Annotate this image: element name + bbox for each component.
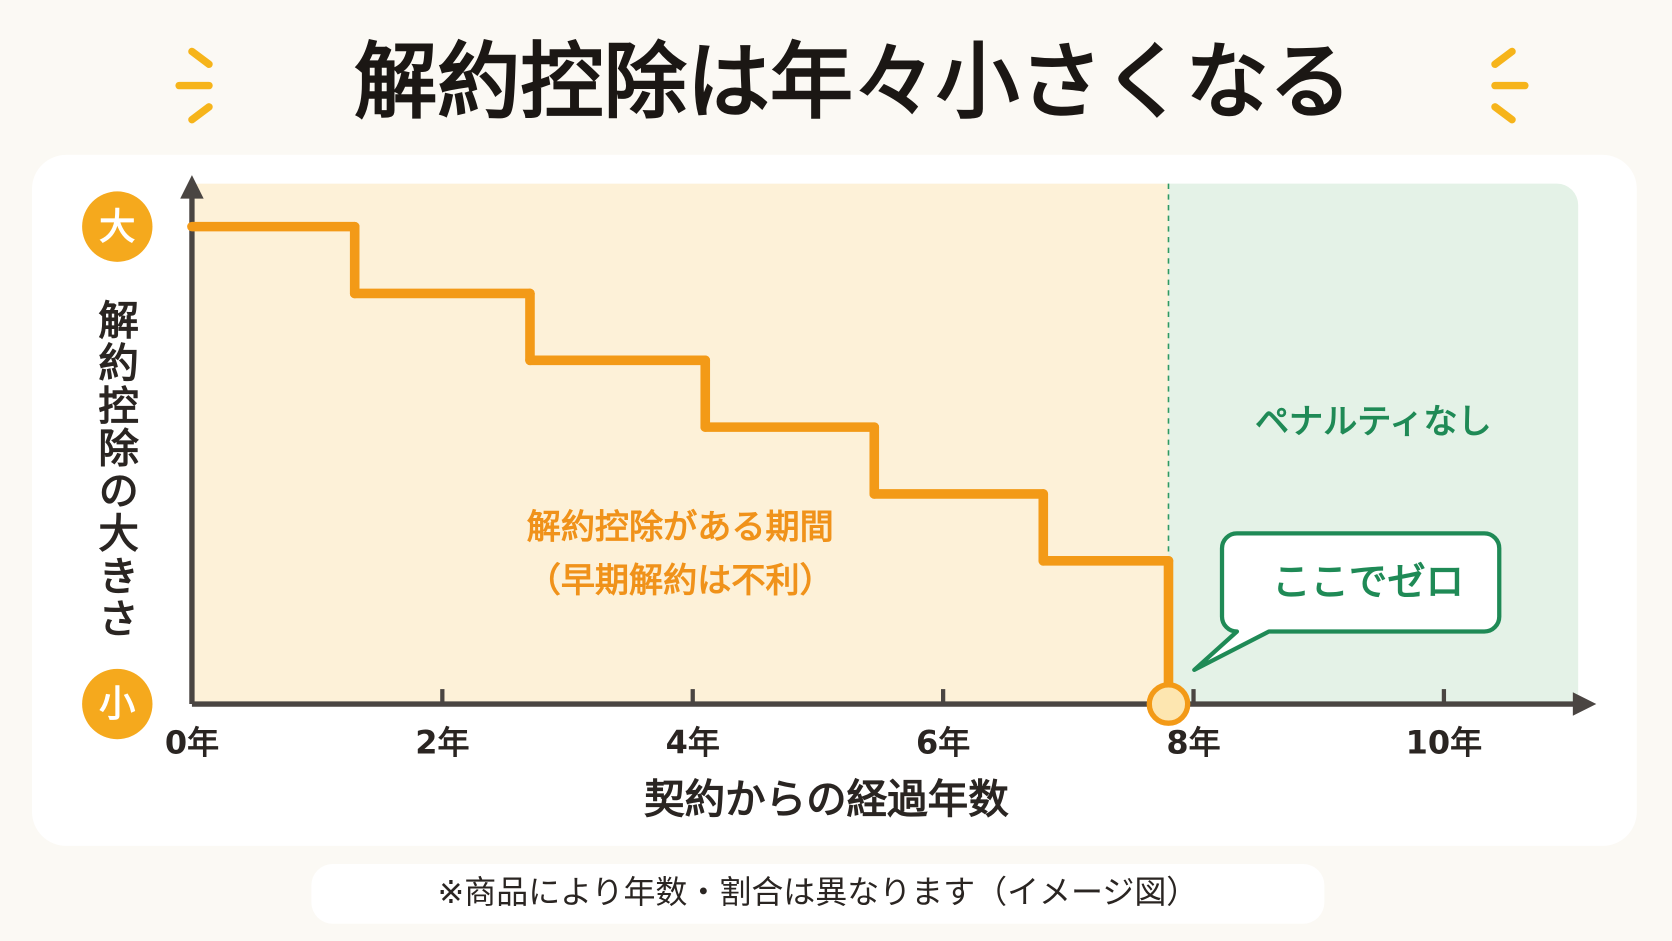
y-axis-label: 解約控除の大きさ xyxy=(91,298,139,640)
zero-callout-label: ここでゼロ xyxy=(1272,560,1464,605)
x-tick-label: 6年 xyxy=(916,724,970,762)
zero-point xyxy=(1146,682,1191,726)
period-note: （早期解約は不利） xyxy=(527,561,834,601)
y-axis-arrow xyxy=(180,175,204,199)
y-tick-badge xyxy=(82,668,153,740)
penalty-region xyxy=(191,183,1169,705)
footnote: ※商品により年数・割合は異なります（イメージ図） xyxy=(437,873,1198,911)
y-tick-badge xyxy=(82,191,153,262)
chart-title: 解約控除は年々小さくなる xyxy=(354,34,1352,131)
zero-callout xyxy=(1192,531,1502,673)
x-axis-label: 契約からの経過年数 xyxy=(644,775,1009,823)
x-tick-label: 8年 xyxy=(1166,724,1220,762)
y-tick-label: 大 xyxy=(99,205,135,248)
y-tick-label: 小 xyxy=(99,682,136,725)
x-tick-label: 0年 xyxy=(165,724,219,762)
footnote-box xyxy=(311,863,1325,924)
x-tick-label: 4年 xyxy=(666,724,720,762)
title-sparkles xyxy=(175,47,1529,124)
x-axis-arrow xyxy=(1572,692,1597,716)
no-penalty-label: ペナルティなし xyxy=(1255,402,1492,442)
plot: 解約控除がある期間 （早期解約は不利） ペナルティなし 0年 2年 4年 6年 8年 10年 大小… xyxy=(82,175,1597,762)
x-tick-label: 10年 xyxy=(1406,724,1482,762)
period-label: 解約控除がある期間 xyxy=(527,508,834,548)
x-tick-label: 2年 xyxy=(415,724,469,762)
